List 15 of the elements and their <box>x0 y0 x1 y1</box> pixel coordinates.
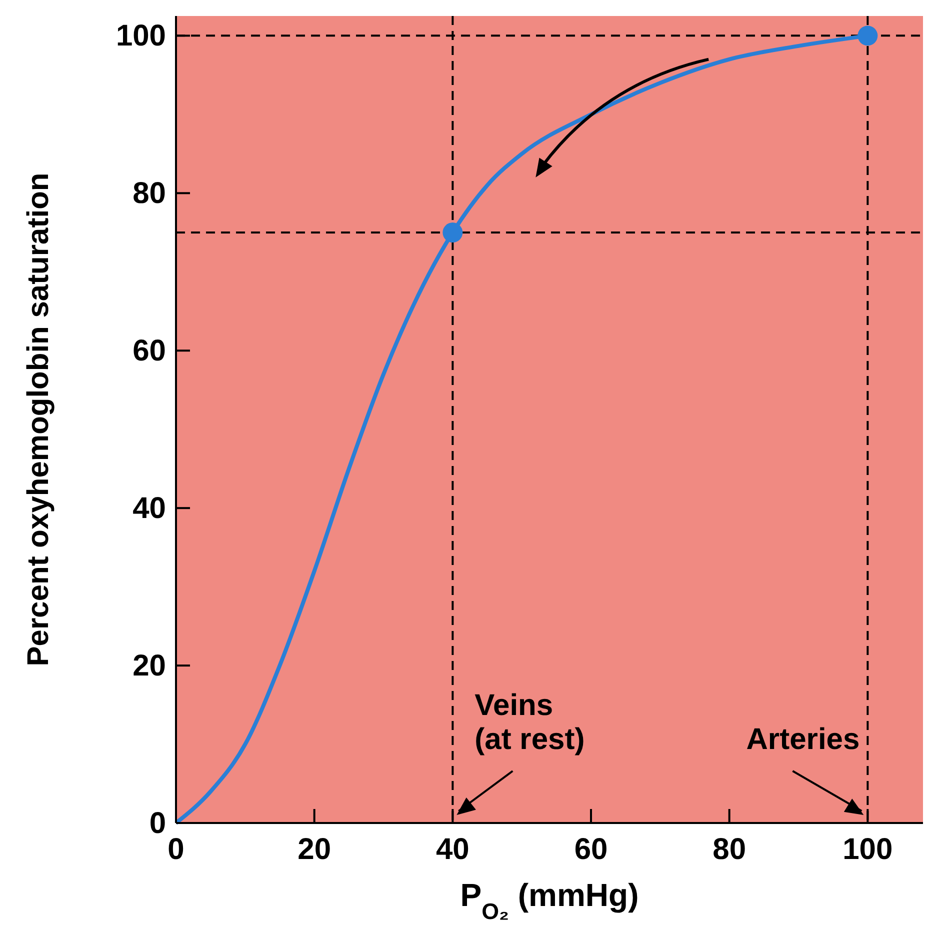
y-tick-label: 100 <box>116 20 166 53</box>
x-axis-title: P$_{O₂}$ (mmHg) <box>460 877 639 924</box>
x-tick-label: 40 <box>436 833 470 866</box>
x-tick-label: 80 <box>712 833 746 866</box>
y-axis-title: Percent oxyhemoglobin saturation <box>22 172 55 666</box>
annotation: Arteries <box>746 723 860 756</box>
x-tick-label: 100 <box>842 833 893 866</box>
x-tick-label: 60 <box>574 833 608 866</box>
y-tick-label: 80 <box>132 177 166 210</box>
annotation: Veins (at rest) <box>474 689 585 756</box>
y-tick-label: 40 <box>132 492 166 526</box>
y-tick-label: 20 <box>132 650 166 683</box>
y-tick-label: 0 <box>149 807 166 840</box>
x-tick-label: 20 <box>298 833 332 866</box>
y-tick-label: 60 <box>132 334 166 368</box>
